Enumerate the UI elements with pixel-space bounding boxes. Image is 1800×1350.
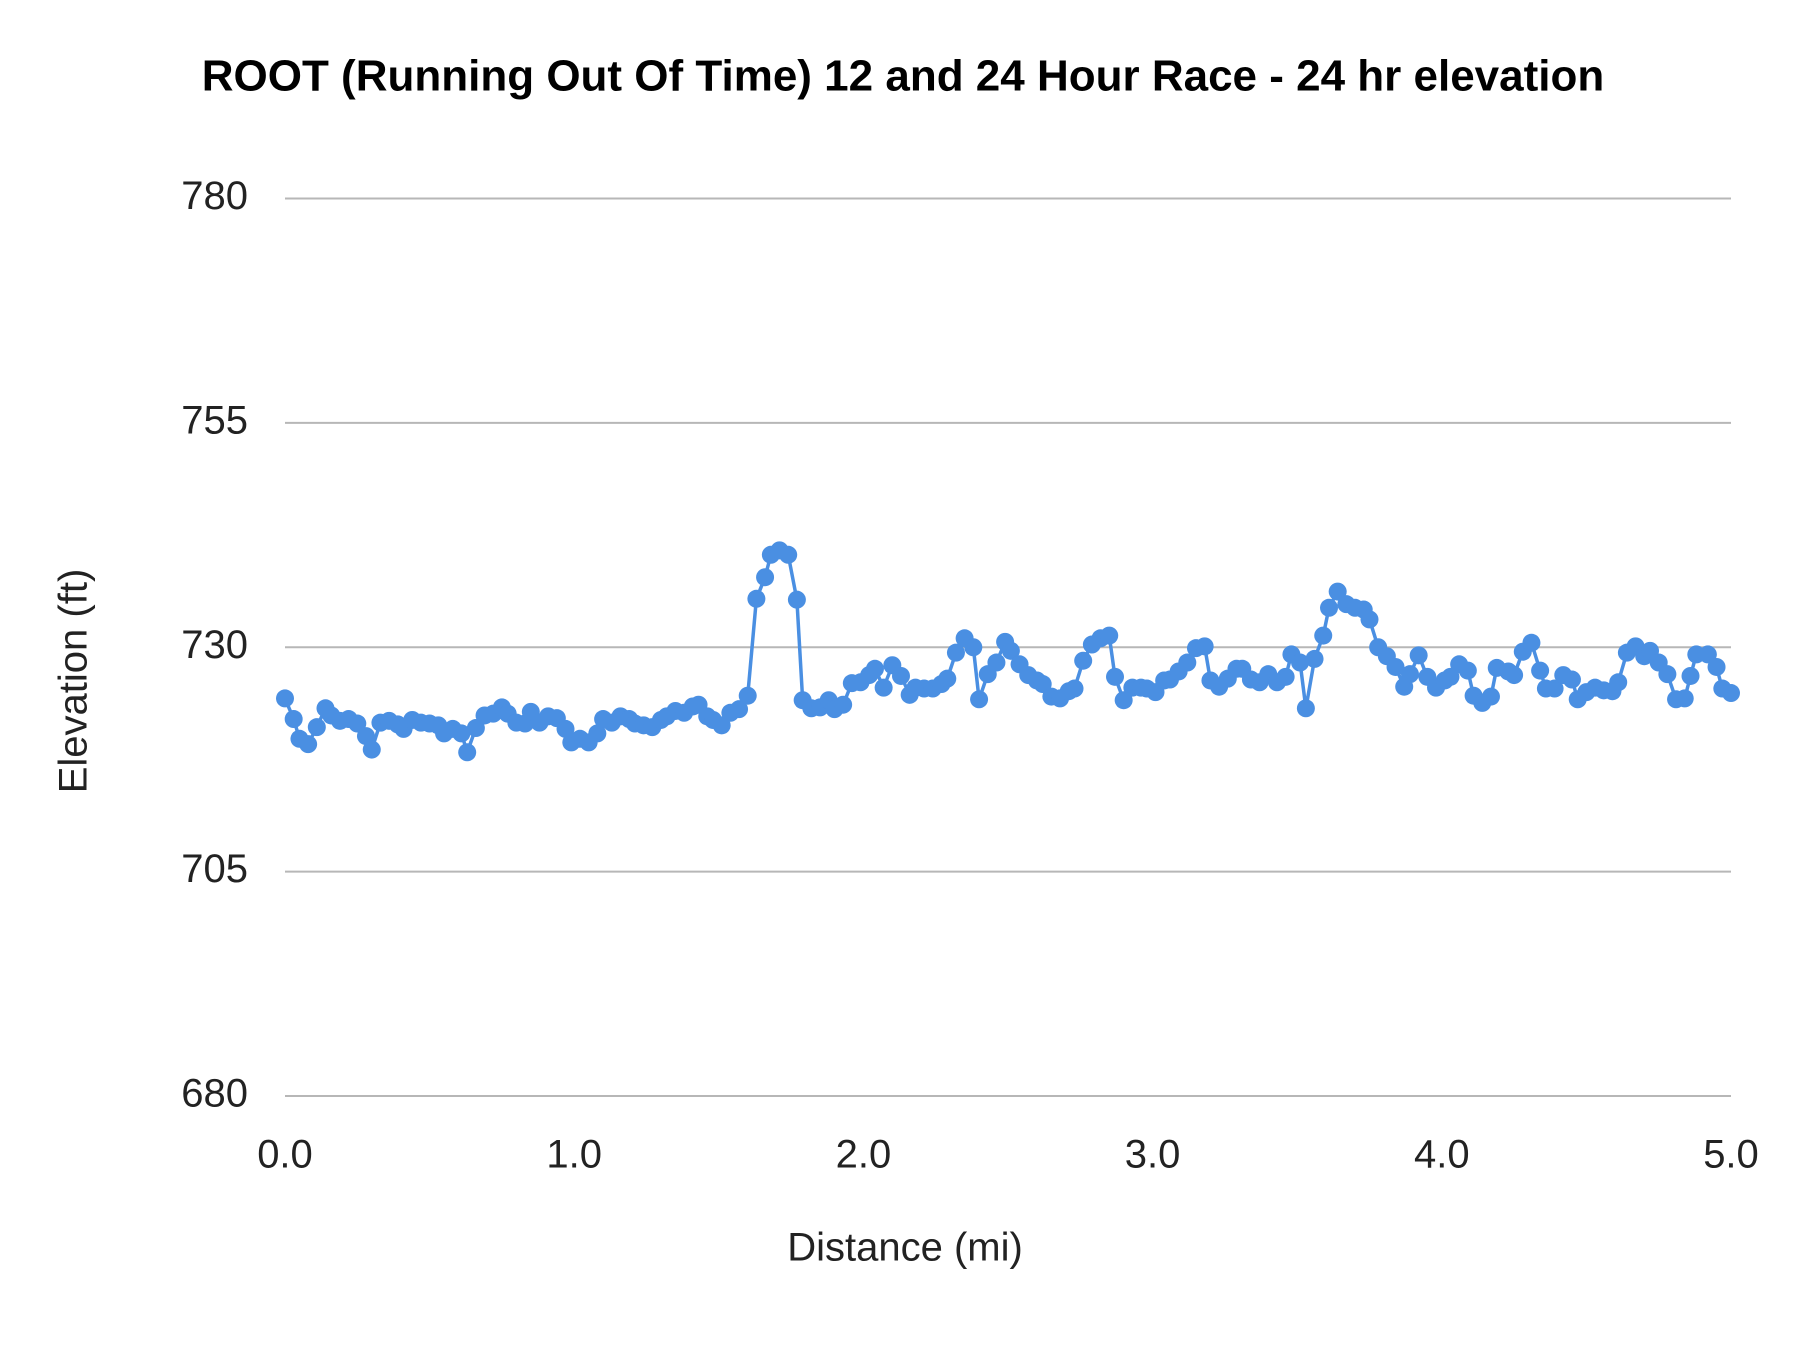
- data-point: [1400, 665, 1419, 684]
- x-axis-title: Distance (mi): [787, 1226, 1023, 1270]
- data-point: [747, 589, 766, 608]
- data-point: [1562, 670, 1581, 689]
- data-point: [1409, 646, 1428, 665]
- data-point: [834, 695, 853, 714]
- data-point: [1658, 665, 1677, 684]
- data-point: [1328, 582, 1347, 601]
- data-point: [756, 568, 775, 587]
- data-point: [1106, 667, 1125, 686]
- data-point: [1481, 687, 1500, 706]
- y-tick-label: 730: [181, 623, 248, 667]
- data-point: [1276, 667, 1295, 686]
- data-point: [1296, 699, 1315, 718]
- data-point: [970, 690, 989, 709]
- data-point: [946, 643, 965, 662]
- x-tick-label: 0.0: [257, 1133, 313, 1177]
- data-point: [1505, 666, 1524, 685]
- data-point: [1074, 651, 1093, 670]
- data-point: [1178, 653, 1197, 672]
- y-axis-title: Elevation (ft): [52, 569, 96, 794]
- data-point: [730, 700, 749, 719]
- data-point: [466, 719, 485, 738]
- x-tick-label: 1.0: [546, 1133, 602, 1177]
- data-point: [787, 590, 806, 609]
- x-tick-label: 5.0: [1703, 1133, 1759, 1177]
- data-point: [1065, 679, 1084, 698]
- data-point: [865, 659, 884, 678]
- data-point: [738, 686, 757, 705]
- data-point: [1441, 667, 1460, 686]
- data-point: [1609, 673, 1628, 692]
- data-point: [891, 666, 910, 685]
- chart-title: ROOT (Running Out Of Time) 12 and 24 Hou…: [202, 52, 1605, 101]
- data-point: [356, 727, 375, 746]
- data-point: [1675, 689, 1694, 708]
- data-point: [874, 678, 893, 697]
- data-point: [362, 740, 381, 759]
- data-point: [1001, 641, 1020, 660]
- data-point: [1314, 626, 1333, 645]
- data-point: [1291, 653, 1310, 672]
- data-point: [299, 735, 318, 754]
- y-tick-label: 755: [181, 398, 248, 442]
- data-point: [1114, 691, 1133, 710]
- data-point: [1522, 633, 1541, 652]
- y-tick-label: 680: [181, 1072, 248, 1116]
- data-point: [1698, 645, 1717, 664]
- data-point: [348, 714, 367, 733]
- data-point: [779, 545, 798, 564]
- data-point: [452, 724, 471, 743]
- data-point: [987, 653, 1006, 672]
- data-point: [307, 718, 326, 737]
- data-point: [556, 719, 575, 738]
- y-tick-label: 705: [181, 847, 248, 891]
- data-point: [1531, 661, 1550, 680]
- data-point: [458, 743, 477, 762]
- data-point: [1458, 661, 1477, 680]
- data-point: [1386, 657, 1405, 676]
- x-tick-label: 3.0: [1125, 1133, 1181, 1177]
- x-tick-label: 2.0: [836, 1133, 892, 1177]
- data-point: [1195, 637, 1214, 656]
- data-point: [588, 724, 607, 743]
- data-point: [712, 716, 731, 735]
- x-tick-label: 4.0: [1414, 1133, 1470, 1177]
- data-point: [938, 669, 957, 688]
- data-point: [964, 638, 983, 657]
- data-point: [1360, 610, 1379, 629]
- data-point: [1033, 675, 1052, 694]
- data-point: [1545, 679, 1564, 698]
- data-point: [1305, 649, 1324, 668]
- data-point: [1320, 598, 1339, 617]
- data-point: [284, 710, 303, 729]
- data-point: [276, 689, 294, 708]
- data-point: [1707, 657, 1726, 676]
- y-tick-label: 780: [181, 174, 248, 218]
- data-point: [1681, 666, 1700, 685]
- data-point: [1722, 684, 1740, 703]
- data-point: [1100, 626, 1119, 645]
